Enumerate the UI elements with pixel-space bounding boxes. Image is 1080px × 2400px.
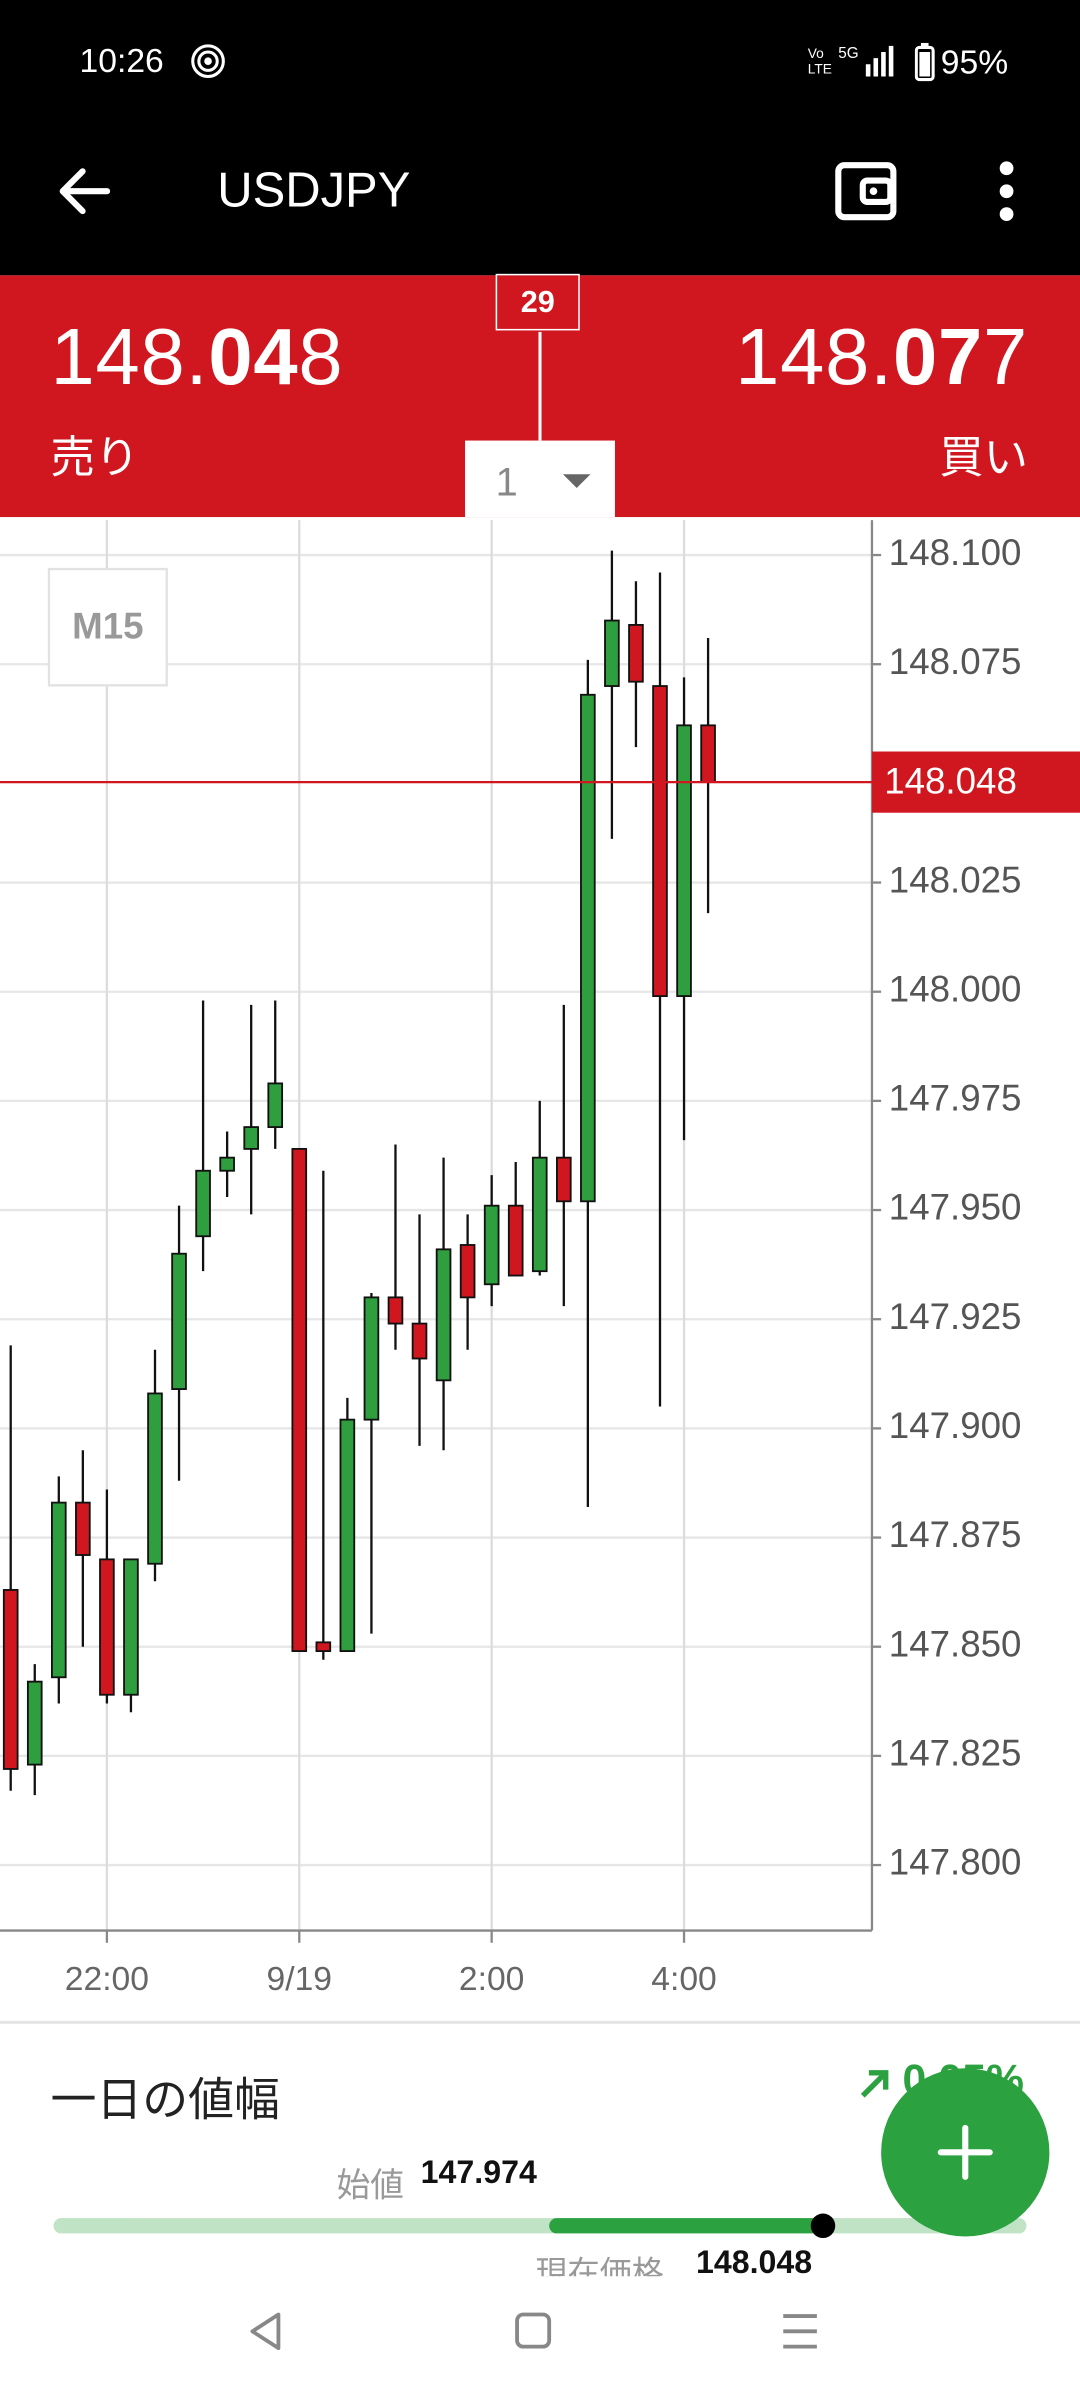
add-button[interactable] [877, 2064, 1054, 2241]
svg-text:LTE: LTE [808, 61, 832, 76]
bid-label: 売り [50, 434, 140, 484]
status-icon [191, 44, 225, 79]
y-tick-label: 147.950 [889, 1187, 1022, 1228]
candle-body [243, 1126, 259, 1150]
y-tick-label: 147.825 [889, 1733, 1022, 1774]
candle-body [99, 1558, 115, 1696]
chart: 147.800 147.825 147.850 147.875 147.900 147.9… [0, 520, 1080, 1998]
ask-tail: 7 [982, 313, 1028, 403]
candle-body [291, 1147, 308, 1652]
candle-body [123, 1558, 139, 1696]
top-bar: 10:26 Vo LTE 5G 95% USDJPY [0, 0, 1080, 276]
y-tick-label: 147.925 [889, 1296, 1022, 1337]
candle-body [363, 1296, 380, 1421]
spread-box: 29 [495, 273, 580, 331]
nav-back[interactable] [245, 2310, 288, 2353]
candles: 148.048 [0, 550, 1080, 1796]
bid-big: 04 [208, 313, 299, 403]
ask-price[interactable]: 148.077 [735, 312, 1028, 404]
x-tick-label: 9/19 [267, 1961, 332, 1998]
separator [0, 2020, 1080, 2024]
candle-body [676, 724, 692, 997]
candle-body [171, 1252, 187, 1390]
y-tick-label: 147.875 [889, 1514, 1022, 1555]
bid-lead: 148. [50, 313, 209, 403]
y-tick-label: 147.975 [889, 1078, 1022, 1119]
y-tick-label: 148.025 [889, 859, 1022, 900]
change-arrow [860, 2070, 889, 2098]
range-title: 一日の値幅 [50, 2075, 280, 2127]
candle-body [2, 1589, 19, 1770]
candle-body [315, 1641, 332, 1652]
battery-level: 95% [940, 42, 1009, 82]
bid-tail: 8 [298, 313, 344, 403]
menu-button[interactable] [991, 159, 1022, 223]
candle-body [531, 1156, 548, 1273]
candle-body [556, 1156, 572, 1203]
y-tick-label: 148.000 [889, 968, 1022, 1009]
status-time: 10:26 [79, 41, 164, 80]
timeframe-label: M15 [72, 605, 143, 646]
candle-body [411, 1322, 428, 1360]
x-tick-label: 22:00 [65, 1961, 149, 1998]
candle-body [459, 1244, 476, 1299]
lot-value: 1 [495, 458, 518, 505]
svg-text:Vo: Vo [808, 46, 824, 61]
candle-body [435, 1248, 452, 1382]
y-tick-label: 148.075 [889, 641, 1022, 682]
candle-body [26, 1680, 43, 1766]
battery-icon [914, 42, 935, 82]
back-button[interactable] [55, 162, 116, 223]
x-tick-label: 4:00 [651, 1961, 716, 1998]
range-bar [53, 2213, 1027, 2239]
candle-body [387, 1296, 404, 1325]
ask-lead: 148. [735, 313, 893, 403]
ask-big: 07 [892, 313, 983, 403]
candle-body [75, 1501, 91, 1556]
svg-text:5G: 5G [838, 45, 858, 62]
wallet-button[interactable] [832, 159, 899, 223]
candle-body [147, 1392, 163, 1565]
y-tick-label: 147.800 [889, 1842, 1022, 1883]
candle-body [483, 1204, 500, 1286]
lot-selector[interactable]: 1 [465, 440, 615, 518]
bid-price[interactable]: 148.048 [50, 312, 343, 404]
app-title: USDJPY [217, 162, 411, 218]
nav-bar [0, 2276, 1080, 2400]
y-tick-label: 147.900 [889, 1405, 1022, 1446]
candle-body [195, 1169, 211, 1238]
candle-body [51, 1501, 67, 1679]
candle-body [628, 623, 644, 683]
quote-panel: 148.048 売り 148.077 買い 29 1 [0, 273, 1080, 518]
open-label: 始値 [336, 2166, 404, 2205]
current-price-label: 148.048 [884, 760, 1017, 801]
candle-body [580, 693, 596, 1203]
candle-body [507, 1204, 524, 1277]
ask-label: 買い [939, 434, 1028, 484]
candle-body [700, 724, 716, 784]
nav-recents[interactable] [779, 2310, 822, 2353]
current-price-tag [871, 751, 1080, 813]
nav-home[interactable] [514, 2311, 554, 2351]
open-value: 147.974 [420, 2155, 537, 2191]
x-tick-label: 2:00 [459, 1961, 524, 1998]
candle-body [604, 619, 620, 687]
candle-body [652, 685, 668, 997]
y-tick-label: 148.100 [889, 532, 1022, 573]
spread-connector [538, 331, 541, 441]
candle-body [267, 1082, 284, 1128]
current-value: 148.048 [696, 2245, 813, 2281]
timeframe-box[interactable] [47, 567, 168, 687]
y-tick-label: 147.850 [889, 1623, 1022, 1664]
candle-body [219, 1156, 235, 1172]
candle-body [339, 1418, 356, 1652]
dropdown-arrow [562, 474, 591, 488]
